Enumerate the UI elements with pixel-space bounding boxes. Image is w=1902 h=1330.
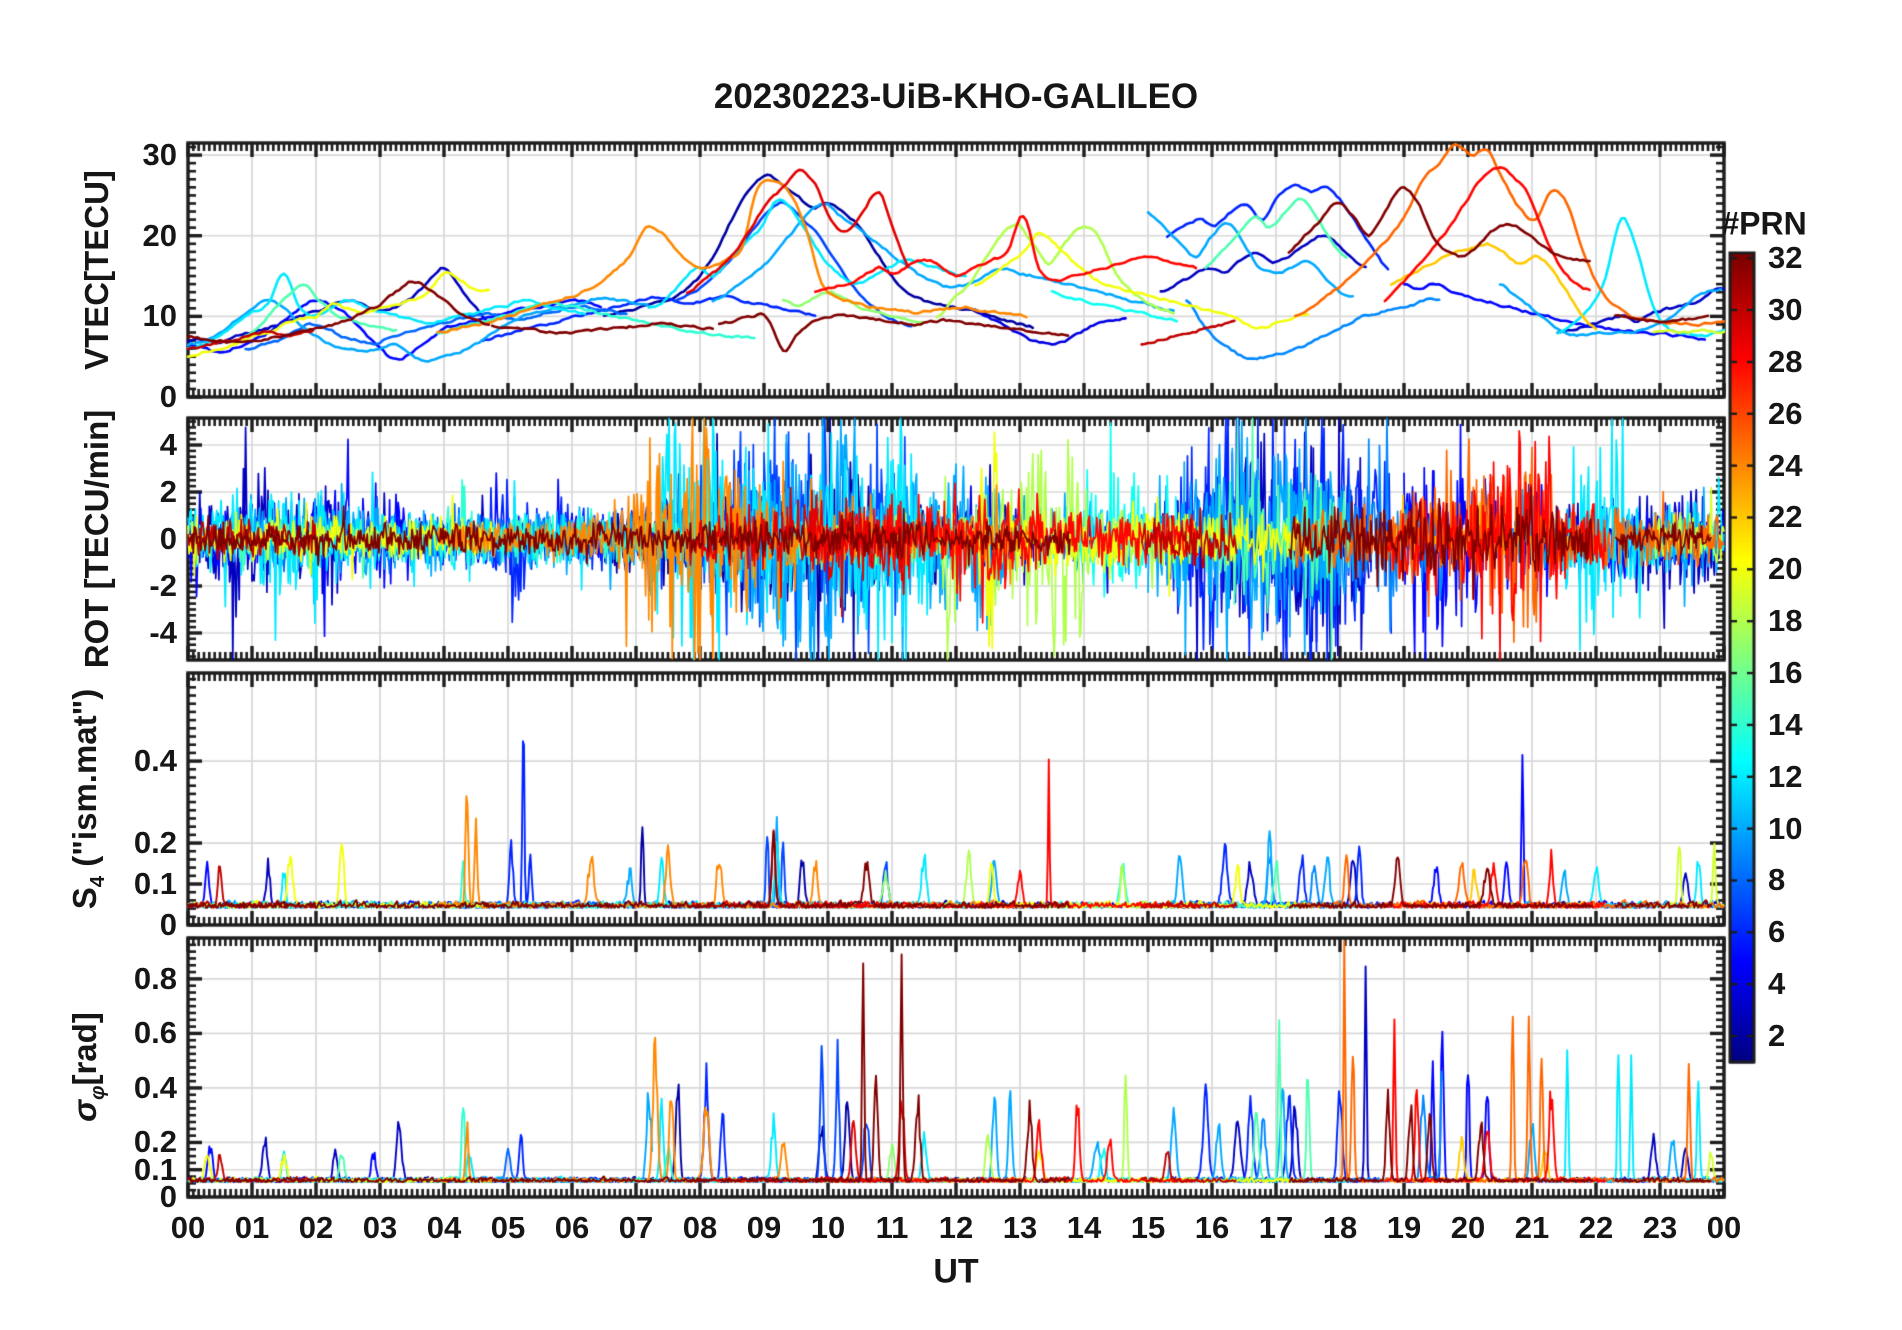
colorbar-tick-label: 8 bbox=[1768, 862, 1786, 898]
y-tick-label: -4 bbox=[149, 614, 177, 650]
y-tick-label: 2 bbox=[159, 474, 177, 509]
colorbar-tick-label: 28 bbox=[1768, 343, 1803, 379]
colorbar-tick-label: 22 bbox=[1768, 499, 1803, 535]
y-tick-label: 0.1 bbox=[133, 866, 177, 902]
x-tick-label: 05 bbox=[490, 1210, 526, 1245]
y-tick-label: 0 bbox=[159, 907, 177, 942]
x-tick-label: 20 bbox=[1450, 1210, 1486, 1245]
y-tick-label: 20 bbox=[142, 217, 177, 253]
x-tick-label: 04 bbox=[426, 1210, 462, 1245]
colorbar-tick-label: 6 bbox=[1768, 914, 1786, 950]
x-tick-label: 17 bbox=[1258, 1210, 1294, 1245]
y-axis-label-sigma-phi: σφ[rad] bbox=[66, 1012, 110, 1122]
x-tick-label: 14 bbox=[1066, 1210, 1102, 1245]
figure-title: 20230223-UiB-KHO-GALILEO bbox=[713, 77, 1199, 116]
x-tick-label: 16 bbox=[1194, 1210, 1230, 1245]
x-tick-label: 13 bbox=[1002, 1210, 1038, 1245]
colorbar-tick-label: 14 bbox=[1768, 706, 1803, 742]
y-axis-label-rot: ROT [TECU/min] bbox=[78, 409, 115, 669]
y-tick-label: 30 bbox=[142, 137, 177, 173]
y-tick-label: 10 bbox=[142, 298, 177, 334]
x-tick-label: 21 bbox=[1514, 1210, 1550, 1245]
x-tick-label: 02 bbox=[298, 1210, 334, 1245]
x-axis-label: UT bbox=[933, 1252, 979, 1291]
colorbar-tick-label: 24 bbox=[1768, 447, 1803, 483]
y-tick-label: -2 bbox=[149, 567, 177, 603]
colorbar-tick-label: 30 bbox=[1768, 292, 1803, 328]
y-tick-label: 4 bbox=[159, 427, 177, 463]
colorbar-tick-label: 10 bbox=[1768, 810, 1803, 846]
x-tick-label: 00 bbox=[1706, 1210, 1742, 1245]
y-tick-label: 0 bbox=[159, 1179, 177, 1214]
sigma-symbol: σ bbox=[66, 1099, 104, 1122]
colorbar-tick-label: 2 bbox=[1768, 1018, 1786, 1054]
x-tick-label: 18 bbox=[1322, 1210, 1358, 1245]
y-tick-label: 0 bbox=[159, 521, 177, 556]
colorbar-tick-label: 12 bbox=[1768, 758, 1803, 794]
colorbar-label: #PRN bbox=[1721, 205, 1807, 242]
x-tick-label: 07 bbox=[618, 1210, 654, 1245]
y-tick-label: 0.8 bbox=[133, 960, 177, 996]
x-tick-label: 03 bbox=[362, 1210, 398, 1245]
colorbar-tick-label: 18 bbox=[1768, 603, 1803, 639]
s4-symbol: S bbox=[66, 887, 104, 910]
colorbar-tick-label: 16 bbox=[1768, 655, 1803, 691]
phi-subscript: φ bbox=[85, 1085, 109, 1100]
x-tick-label: 09 bbox=[746, 1210, 782, 1245]
y-tick-label: 0 bbox=[159, 379, 177, 414]
s4-subscript: 4 bbox=[85, 875, 109, 888]
colorbar-tick-label: 20 bbox=[1768, 551, 1803, 587]
y-tick-label: 0.6 bbox=[133, 1015, 177, 1051]
x-tick-label: 00 bbox=[170, 1210, 206, 1245]
x-tick-label: 10 bbox=[810, 1210, 846, 1245]
x-tick-label: 08 bbox=[682, 1210, 718, 1245]
y-tick-label: 0.4 bbox=[133, 1069, 177, 1105]
sigma-label-rest: [rad] bbox=[66, 1012, 104, 1086]
y-axis-label-s4: S4 ("ism.mat") bbox=[66, 689, 110, 910]
y-tick-label: 0.1 bbox=[133, 1151, 177, 1187]
x-tick-label: 22 bbox=[1578, 1210, 1614, 1245]
colorbar-tick-label: 32 bbox=[1768, 240, 1803, 276]
y-tick-label: 0.4 bbox=[133, 743, 177, 779]
s4-label-rest: ("ism.mat") bbox=[66, 688, 104, 876]
x-tick-label: 11 bbox=[875, 1210, 909, 1245]
colorbar-tick-label: 4 bbox=[1768, 966, 1786, 1002]
y-tick-label: 0.2 bbox=[133, 825, 177, 861]
x-tick-label: 01 bbox=[234, 1210, 270, 1245]
x-tick-label: 12 bbox=[938, 1210, 974, 1245]
y-tick-label: 0.2 bbox=[133, 1124, 177, 1160]
x-tick-label: 19 bbox=[1386, 1210, 1422, 1245]
colorbar-tick-label: 26 bbox=[1768, 395, 1803, 431]
x-tick-label: 23 bbox=[1642, 1210, 1678, 1245]
y-axis-label-vtec: VTEC[TECU] bbox=[78, 170, 115, 370]
x-tick-label: 15 bbox=[1130, 1210, 1166, 1245]
x-tick-label: 06 bbox=[554, 1210, 590, 1245]
